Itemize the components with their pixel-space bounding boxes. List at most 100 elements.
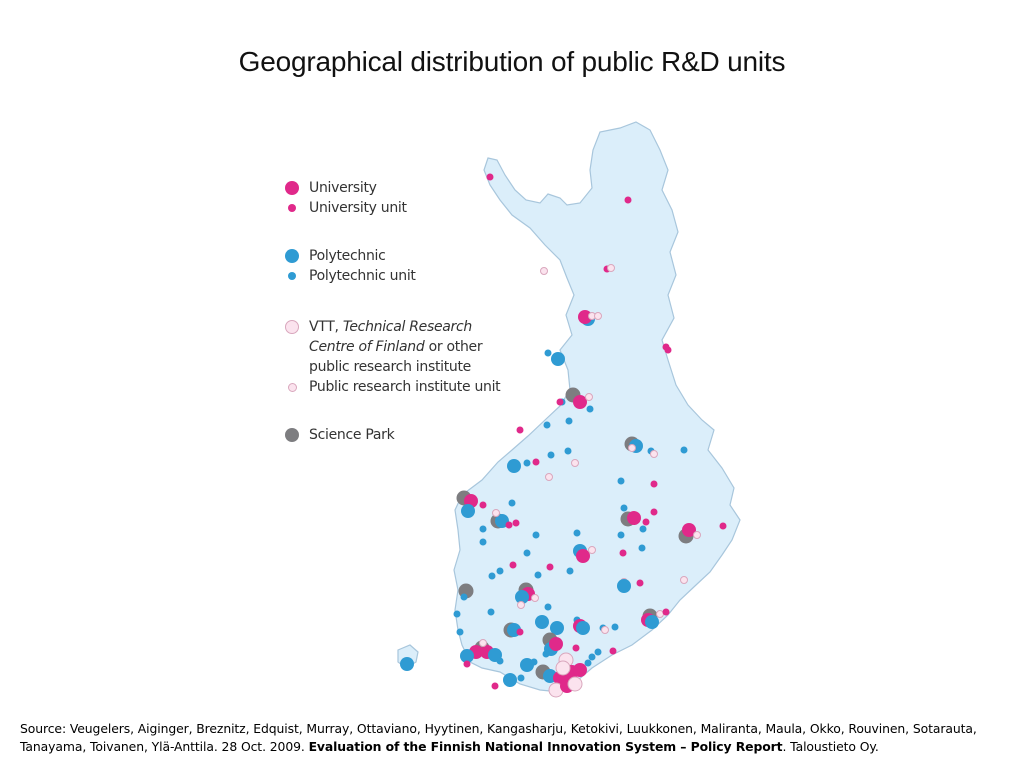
university-unit-marker bbox=[609, 647, 617, 655]
polytechnic-unit-marker bbox=[639, 525, 647, 533]
public-research-unit-marker bbox=[492, 509, 500, 517]
university-unit-marker bbox=[642, 518, 650, 526]
university-unit-marker bbox=[532, 458, 540, 466]
polytechnic-unit-marker bbox=[496, 567, 504, 575]
public-research-unit-marker bbox=[693, 531, 701, 539]
polytechnic-marker bbox=[461, 504, 475, 518]
polytechnic-unit-marker bbox=[453, 610, 461, 618]
university-unit-marker bbox=[662, 608, 670, 616]
polytechnic-unit-marker bbox=[638, 544, 646, 552]
university-unit-marker bbox=[556, 398, 564, 406]
polytechnic-marker bbox=[503, 673, 517, 687]
university-unit-marker bbox=[650, 508, 658, 516]
polytechnic-unit-marker bbox=[584, 659, 592, 667]
university-marker bbox=[576, 549, 590, 563]
polytechnic-unit-marker bbox=[617, 477, 625, 485]
polytechnic-unit-marker-icon bbox=[288, 272, 296, 280]
polytechnic-unit-marker bbox=[488, 572, 496, 580]
polytechnic-marker bbox=[520, 658, 534, 672]
university-unit-marker bbox=[572, 644, 580, 652]
public-research-unit-marker bbox=[479, 639, 487, 647]
polytechnic-unit-marker bbox=[564, 447, 572, 455]
university-unit-marker bbox=[546, 563, 554, 571]
university-marker bbox=[578, 310, 592, 324]
polytechnic-unit-marker bbox=[566, 567, 574, 575]
polytechnic-unit-marker bbox=[456, 628, 464, 636]
polytechnic-marker bbox=[495, 514, 509, 528]
polytechnic-unit-marker bbox=[617, 531, 625, 539]
public-research-unit-marker bbox=[545, 473, 553, 481]
university-unit-marker bbox=[491, 682, 499, 690]
polytechnic-unit-marker bbox=[680, 446, 688, 454]
polytechnic-unit-marker bbox=[594, 648, 602, 656]
polytechnic-unit-marker bbox=[479, 538, 487, 546]
polytechnic-unit-marker bbox=[479, 525, 487, 533]
polytechnic-unit-marker bbox=[530, 658, 538, 666]
polytechnic-unit-marker bbox=[611, 623, 619, 631]
polytechnic-unit-marker bbox=[586, 405, 594, 413]
polytechnic-unit-marker bbox=[620, 504, 628, 512]
polytechnic-unit-marker bbox=[523, 459, 531, 467]
polytechnic-unit-marker bbox=[542, 650, 550, 658]
polytechnic-marker bbox=[515, 590, 529, 604]
university-unit-marker bbox=[463, 660, 471, 668]
polytechnic-marker bbox=[617, 579, 631, 593]
university-marker bbox=[573, 663, 587, 677]
finland-land bbox=[453, 121, 741, 693]
public-research-unit-marker bbox=[571, 459, 579, 467]
university-marker bbox=[549, 637, 563, 651]
public-research-unit-marker bbox=[607, 264, 615, 272]
polytechnic-marker bbox=[535, 615, 549, 629]
public-research-unit-marker bbox=[594, 312, 602, 320]
university-unit-marker bbox=[650, 480, 658, 488]
university-unit-marker bbox=[512, 519, 520, 527]
polytechnic-unit-marker bbox=[573, 529, 581, 537]
university-unit-marker bbox=[486, 173, 494, 181]
polytechnic-marker bbox=[550, 621, 564, 635]
polytechnic-unit-marker bbox=[588, 653, 596, 661]
public-research-unit-marker bbox=[628, 444, 636, 452]
polytechnic-unit-marker bbox=[460, 593, 468, 601]
university-unit-marker bbox=[636, 579, 644, 587]
polytechnic-unit-marker bbox=[534, 571, 542, 579]
public-research-unit-marker bbox=[656, 610, 664, 618]
university-unit-marker bbox=[719, 522, 727, 530]
polytechnic-marker bbox=[400, 657, 414, 671]
science-park-marker-icon bbox=[285, 428, 299, 442]
polytechnic-marker-icon bbox=[285, 249, 299, 263]
public-research-unit-marker bbox=[540, 267, 548, 275]
public-research-unit-marker bbox=[585, 393, 593, 401]
page-title: Geographical distribution of public R&D … bbox=[238, 46, 786, 77]
polytechnic-unit-marker bbox=[543, 421, 551, 429]
public-research-unit-marker bbox=[588, 546, 596, 554]
public-research-unit-marker-icon bbox=[288, 383, 297, 392]
public-research-unit-marker bbox=[680, 576, 688, 584]
public-research-unit-marker bbox=[650, 450, 658, 458]
polytechnic-unit-marker bbox=[508, 499, 516, 507]
polytechnic-unit-marker bbox=[544, 603, 552, 611]
university-marker-icon bbox=[285, 181, 299, 195]
university-unit-marker bbox=[662, 343, 670, 351]
public-research-unit-marker bbox=[517, 601, 525, 609]
university-unit-marker bbox=[624, 196, 632, 204]
public-research-unit-marker bbox=[531, 594, 539, 602]
polytechnic-marker bbox=[551, 352, 565, 366]
vtt-marker bbox=[567, 676, 583, 692]
polytechnic-unit-marker bbox=[523, 549, 531, 557]
polytechnic-unit-marker bbox=[532, 531, 540, 539]
university-unit-marker bbox=[509, 561, 517, 569]
rd-unit-markers bbox=[400, 173, 727, 698]
polytechnic-marker bbox=[645, 615, 659, 629]
polytechnic-unit-marker bbox=[496, 657, 504, 665]
university-marker bbox=[573, 395, 587, 409]
polytechnic-unit-marker bbox=[565, 417, 573, 425]
polytechnic-unit-marker bbox=[544, 349, 552, 357]
source-citation: Source: Veugelers, Aiginger, Breznitz, E… bbox=[20, 721, 977, 754]
university-unit-marker bbox=[516, 426, 524, 434]
polytechnic-unit-marker bbox=[517, 674, 525, 682]
polytechnic-marker bbox=[576, 621, 590, 635]
polytechnic-unit-marker bbox=[487, 608, 495, 616]
polytechnic-marker bbox=[507, 459, 521, 473]
university-marker bbox=[682, 523, 696, 537]
